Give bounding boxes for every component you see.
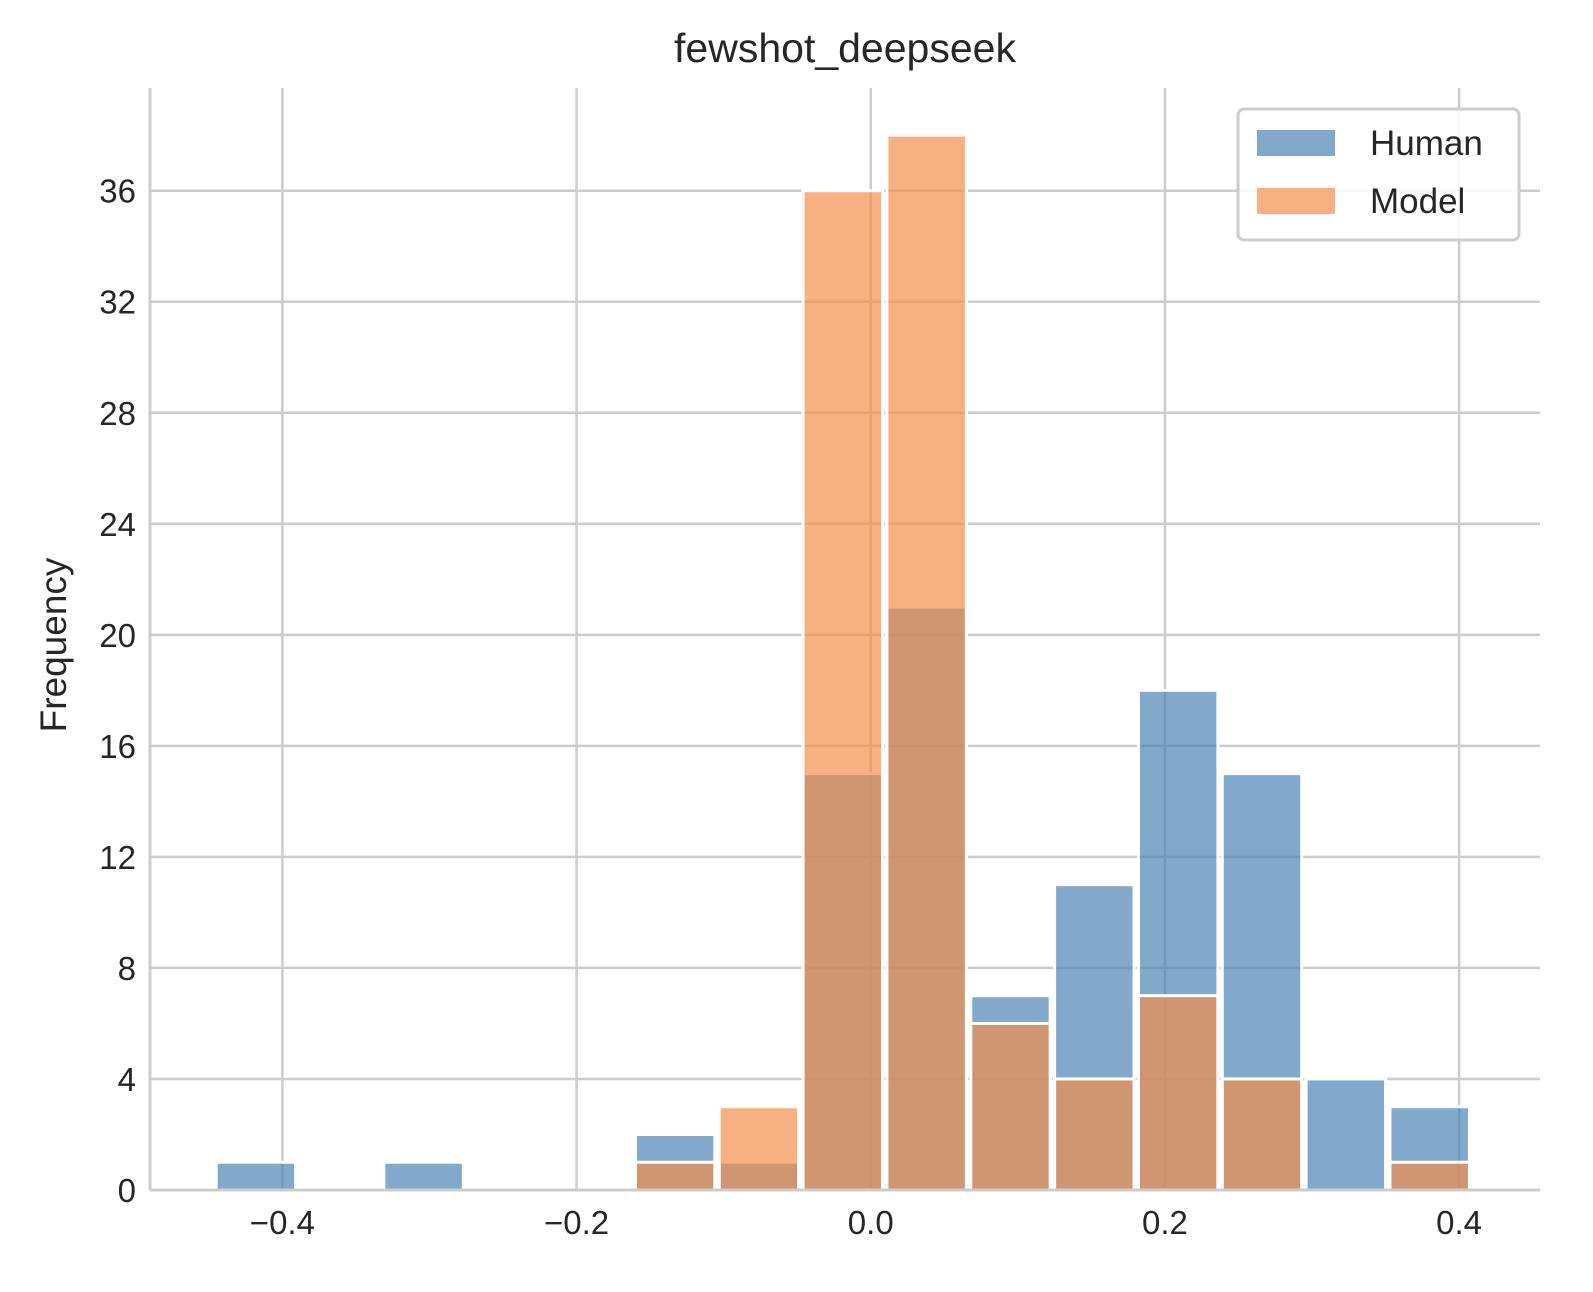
bar-human xyxy=(382,1160,465,1192)
y-tick-label: 36 xyxy=(99,173,136,210)
bar-model xyxy=(1136,994,1220,1192)
y-tick-label: 28 xyxy=(99,395,136,432)
x-tick-label: 0.2 xyxy=(1142,1204,1188,1241)
legend-label-human: Human xyxy=(1370,124,1483,163)
bar-model xyxy=(633,1160,717,1192)
y-tick-label: 0 xyxy=(118,1172,136,1209)
y-tick-label: 24 xyxy=(99,506,136,543)
chart-title: fewshot_deepseek xyxy=(674,25,1016,71)
y-tick-label: 20 xyxy=(99,617,136,654)
bar-model xyxy=(717,1105,801,1192)
legend-label-model: Model xyxy=(1370,182,1465,221)
x-tick-label: 0.4 xyxy=(1436,1204,1482,1241)
x-tick-label: −0.4 xyxy=(250,1204,315,1241)
y-tick-label: 4 xyxy=(118,1061,136,1098)
bar-model xyxy=(1388,1160,1471,1192)
bar-model xyxy=(969,1021,1052,1192)
histogram-bars xyxy=(214,133,1471,1192)
legend-swatch-human xyxy=(1257,130,1335,156)
bar-human xyxy=(214,1160,298,1192)
y-tick-label: 12 xyxy=(99,839,136,876)
y-axis-label: Frequency xyxy=(33,557,74,732)
legend: Human Model xyxy=(1236,107,1521,242)
x-tick-label: 0.0 xyxy=(848,1204,894,1241)
y-tick-label: 32 xyxy=(99,284,136,321)
bar-human xyxy=(1304,1077,1388,1192)
x-tick-label: −0.2 xyxy=(544,1204,609,1241)
bar-model xyxy=(1053,1077,1136,1192)
y-tick-label: 8 xyxy=(118,950,136,987)
y-tick-label: 16 xyxy=(99,728,136,765)
axes: 0 4 8 12 16 20 24 28 32 36 −0.4 −0.2 0.0 0.2 0.4 xyxy=(99,88,1540,1241)
bar-model xyxy=(885,133,968,1192)
bar-model xyxy=(801,189,885,1192)
legend-swatch-model xyxy=(1257,188,1335,214)
bar-model xyxy=(1220,1077,1304,1192)
